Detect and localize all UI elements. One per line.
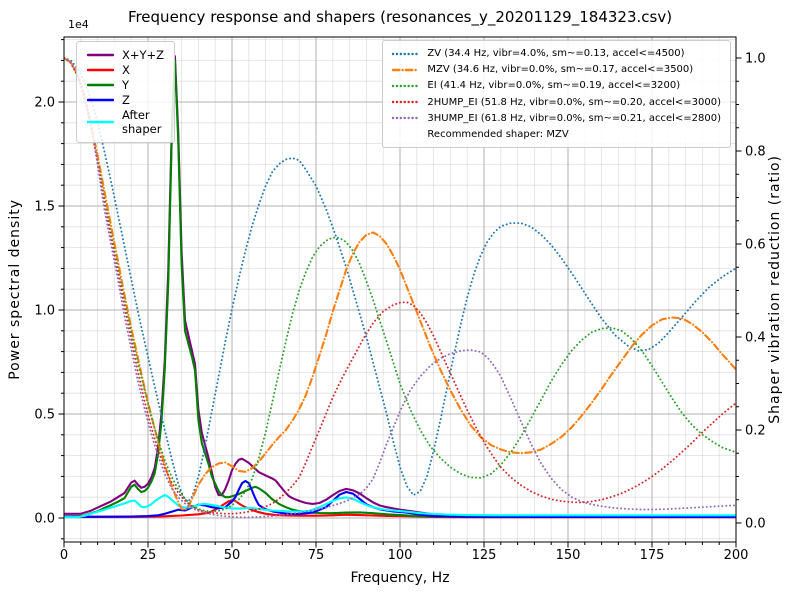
y-axis-label-left-text: Power spectral density — [7, 199, 23, 380]
legend-entry-xyz: X+Y+Z — [87, 48, 164, 62]
legend-entry-x: X — [87, 63, 164, 77]
legend-swatch — [87, 53, 114, 57]
legend-swatch — [392, 130, 419, 140]
y-axis-label-right: Shaper vibration reduction (ratio) — [764, 37, 786, 542]
y-right-tick-label: 0.0 — [745, 516, 766, 531]
y-right-tick-label: 0.2 — [745, 423, 766, 438]
legend-entry-label: EI (41.4 Hz, vibr=0.0%, sm~=0.19, accel<… — [427, 80, 681, 92]
x-tick-label: 150 — [556, 548, 581, 563]
legend-entry-label: X — [122, 63, 130, 77]
psd-legend: X+Y+Z X Y Z After shaper — [76, 41, 176, 143]
y-left-tick-label: 1.5 — [34, 199, 55, 214]
series-line-2hump-ei — [64, 57, 736, 515]
y-left-tick-label: 2.0 — [34, 95, 55, 110]
series-line-y — [64, 59, 736, 519]
legend-entry-label: Y — [122, 78, 130, 92]
x-tick-label: 125 — [472, 548, 497, 563]
legend-entry-label: 2HUMP_EI (51.8 Hz, vibr=0.0%, sm~=0.20, … — [427, 96, 721, 108]
y-right-tick-label: 0.8 — [745, 145, 766, 160]
series-line-zv — [64, 57, 736, 503]
y-left-tick-label: 0.5 — [34, 407, 55, 422]
legend-entry-zv: ZV (34.4 Hz, vibr=4.0%, sm~=0.13, accel<… — [392, 46, 721, 61]
legend-swatch — [392, 68, 420, 71]
legend-swatch — [87, 83, 114, 87]
legend-entry-2hump-ei: 2HUMP_EI (51.8 Hz, vibr=0.0%, sm~=0.20, … — [392, 95, 721, 110]
chart-title: Frequency response and shapers (resonanc… — [127, 8, 673, 26]
series-line-after-shaper — [64, 494, 736, 519]
shaper-legend: ZV (34.4 Hz, vibr=4.0%, sm~=0.13, accel<… — [382, 40, 731, 149]
tick-labels: 0 25 50 75 100 125 150 175 200 0.0 0.5 1.0 1.5 2.0 0.0… — [34, 52, 765, 563]
x-tick-label: 100 — [388, 548, 413, 563]
y-left-tick-label: 1.0 — [34, 303, 55, 318]
legend-entry-y: Y — [87, 78, 164, 92]
legend-entry-after-shaper: After shaper — [87, 108, 164, 136]
y-left-tick-label: 0.0 — [34, 511, 55, 526]
legend-entry-z: Z — [87, 93, 164, 107]
legend-entry-label: Recommended shaper: MZV — [427, 129, 569, 141]
y-right-tick-label: 0.4 — [745, 330, 766, 345]
legend-swatch — [87, 98, 114, 102]
ticks — [58, 39, 742, 548]
x-tick-label: 25 — [140, 548, 157, 563]
y-axis-label-left: Power spectral density — [4, 37, 26, 542]
legend-entry-ei: EI (41.4 Hz, vibr=0.0%, sm~=0.19, accel<… — [392, 78, 721, 93]
legend-entry-label: ZV (34.4 Hz, vibr=4.0%, sm~=0.13, accel<… — [427, 48, 685, 59]
x-tick-label: 200 — [724, 548, 749, 563]
y-right-tick-label: 1.0 — [745, 52, 766, 67]
x-tick-label: 75 — [308, 548, 325, 563]
x-tick-label: 50 — [224, 548, 241, 563]
y-right-tick-label: 0.6 — [745, 238, 766, 253]
legend-entry-3hump-ei: 3HUMP_EI (61.8 Hz, vibr=0.0%, sm~=0.21, … — [392, 111, 721, 126]
legend-swatch — [392, 52, 420, 55]
legend-swatch — [87, 68, 114, 72]
legend-swatch — [87, 120, 114, 124]
x-axis-label: Frequency, Hz — [350, 570, 450, 586]
x-tick-label: 0 — [60, 548, 68, 563]
y-axis-offset-label: 1e4 — [68, 18, 89, 31]
y-axis-label-right-text: Shaper vibration reduction (ratio) — [767, 155, 783, 424]
legend-entry-label: Z — [122, 93, 130, 107]
legend-entry-label: X+Y+Z — [122, 48, 165, 62]
legend-footer-recommended-shaper: Recommended shaper: MZV — [392, 127, 721, 142]
legend-entry-label: 3HUMP_EI (61.8 Hz, vibr=0.0%, sm~=0.21, … — [427, 112, 721, 124]
legend-swatch — [392, 101, 420, 104]
legend-swatch — [392, 117, 420, 120]
legend-entry-label: After shaper — [122, 108, 162, 136]
series-line-3hump-ei — [64, 57, 736, 519]
legend-swatch — [392, 84, 420, 88]
series-line-x-y-z — [64, 55, 736, 518]
legend-entry-mzv: MZV (34.6 Hz, vibr=0.0%, sm~=0.17, accel… — [392, 62, 721, 77]
legend-entry-label: MZV (34.6 Hz, vibr=0.0%, sm~=0.17, accel… — [427, 64, 694, 76]
series-group — [64, 55, 736, 519]
x-tick-label: 175 — [640, 548, 665, 563]
